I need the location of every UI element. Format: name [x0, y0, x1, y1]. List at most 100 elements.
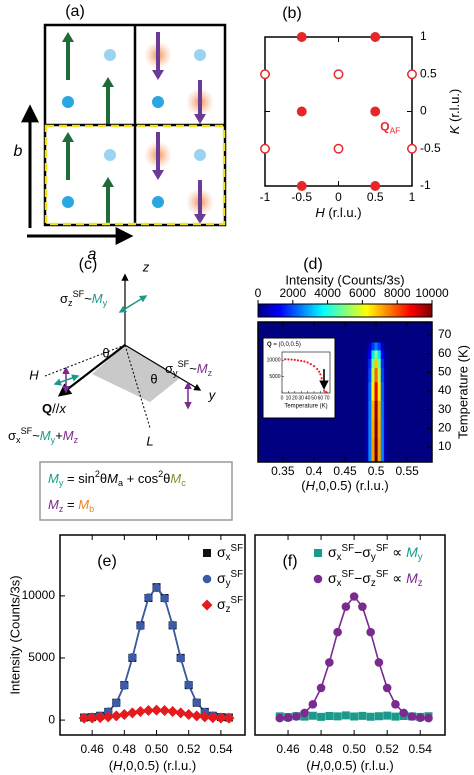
point — [191, 710, 203, 722]
point — [316, 683, 326, 693]
text-part: x — [337, 578, 342, 589]
y-axis-label: K (r.l.u.) — [447, 89, 462, 135]
spin-arrow-head — [194, 214, 206, 224]
point — [134, 706, 146, 718]
y-axis-label: Temperature (K) — [455, 345, 470, 439]
inset-x-tick-label: 30 — [298, 395, 304, 401]
lattice — [43, 23, 227, 227]
spin-arrow-head — [102, 77, 114, 87]
point — [86, 712, 98, 724]
text-part: + — [55, 428, 63, 443]
heatmap-cell — [374, 358, 379, 369]
point — [325, 658, 334, 667]
text-part: z — [59, 504, 64, 514]
point — [317, 712, 326, 721]
point — [199, 711, 211, 723]
text-part: SF — [73, 289, 85, 299]
heatmap-cell — [377, 358, 382, 369]
point — [308, 711, 317, 720]
y-tick-label: 10 — [438, 439, 452, 453]
text-part: M — [40, 428, 51, 443]
heatmap-cell — [380, 437, 385, 454]
angle-label: θ — [102, 345, 109, 360]
point — [308, 700, 318, 709]
inset-x-tick-label: 60 — [318, 395, 324, 401]
text-part: y — [226, 578, 231, 589]
heatmap-cell — [383, 358, 388, 369]
point — [159, 705, 171, 717]
x-tick-label: 0.45 — [333, 464, 357, 478]
cross-section-label: σzSF~My — [60, 289, 108, 308]
legend-label: σxSF−σySF ∝ My — [328, 543, 423, 563]
heatmap-cell — [374, 342, 379, 351]
point — [175, 707, 187, 719]
y-tick-label: 70 — [438, 327, 452, 341]
inset-box — [262, 337, 336, 419]
y-tick-label: 50 — [438, 365, 452, 379]
formula-box — [39, 461, 233, 521]
heatmap-cell — [371, 452, 375, 462]
y-tick-label: 60 — [438, 346, 452, 360]
axis-label: z — [142, 259, 150, 274]
point — [370, 106, 381, 117]
text-part: x — [226, 552, 231, 563]
text-part: ~ — [84, 291, 92, 306]
text-part: b — [89, 504, 94, 514]
text-part: SF — [231, 543, 244, 554]
point — [374, 712, 383, 721]
heatmap-cell — [383, 342, 388, 351]
x-axis-label: (H,0,0.5) (r.l.u.) — [301, 478, 388, 493]
point — [391, 700, 400, 709]
text-part: σ — [328, 544, 337, 560]
point — [296, 181, 307, 191]
heatmap-cell — [368, 342, 372, 351]
point — [292, 712, 301, 721]
heatmap-cell — [383, 452, 388, 462]
axis-label: b — [14, 143, 23, 160]
text-part: θ — [100, 471, 107, 486]
text-part: z — [418, 578, 423, 589]
text-part: ,0,0.5) (r.l.u.) — [315, 478, 389, 493]
heatmap-cell — [380, 381, 385, 401]
heatmap-cell — [365, 350, 369, 359]
text-part: M — [63, 428, 74, 443]
y-tick-label: 30 — [438, 402, 452, 416]
inset-point — [320, 377, 323, 380]
text-part: M — [92, 291, 103, 306]
text-part: H — [113, 758, 123, 773]
heatmap-cell — [365, 367, 369, 383]
colorbar — [257, 303, 433, 318]
point — [160, 594, 169, 603]
heatmap-cell — [374, 381, 379, 401]
heatmap-cell — [383, 350, 388, 359]
point — [300, 708, 309, 718]
text-part: Q — [380, 120, 389, 134]
point — [370, 32, 381, 42]
text-part: M — [78, 497, 89, 512]
text-part: SF — [21, 426, 33, 436]
x-tick-label: 0.35 — [271, 464, 295, 478]
heatmap-cell — [371, 381, 375, 401]
point — [333, 712, 342, 721]
formula: Mz = Mb — [48, 497, 94, 514]
text-part: SF — [376, 543, 389, 554]
heatmap-cell — [365, 452, 369, 462]
text-part: σ — [60, 291, 68, 306]
point — [78, 712, 90, 724]
text-part: SF — [178, 359, 190, 369]
point — [383, 711, 392, 720]
spin-arrow-head — [62, 132, 74, 142]
x-tick-label: 0.52 — [375, 742, 399, 756]
point — [374, 658, 384, 667]
heatmap-cell — [368, 358, 372, 369]
text-part: M — [170, 471, 181, 486]
axis-label: y — [208, 387, 217, 402]
legend-marker — [202, 574, 212, 584]
text-part: ~ — [32, 428, 40, 443]
heatmap-cell — [377, 452, 382, 462]
heatmap-cell — [377, 381, 382, 401]
plot-frame — [257, 321, 433, 463]
text-part: y — [418, 552, 423, 563]
colorbar-tick-label: 10000 — [415, 286, 449, 300]
